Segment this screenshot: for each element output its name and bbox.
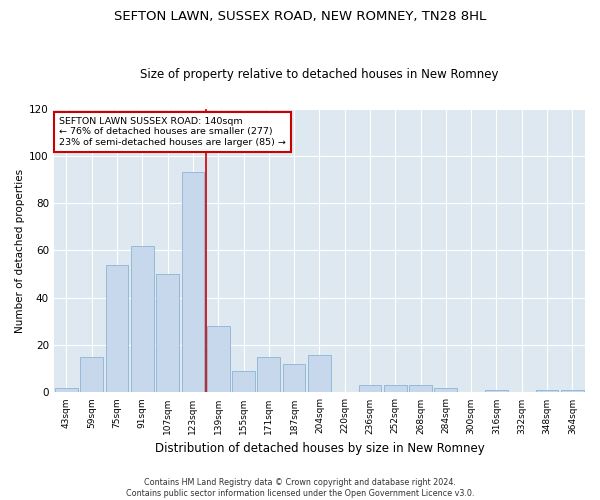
Bar — [257, 357, 280, 392]
Bar — [106, 264, 128, 392]
Bar — [536, 390, 559, 392]
Bar — [409, 386, 432, 392]
Bar — [359, 386, 382, 392]
Bar — [232, 371, 255, 392]
Bar — [308, 354, 331, 393]
Text: SEFTON LAWN SUSSEX ROAD: 140sqm
← 76% of detached houses are smaller (277)
23% o: SEFTON LAWN SUSSEX ROAD: 140sqm ← 76% of… — [59, 117, 286, 147]
Bar — [131, 246, 154, 392]
Y-axis label: Number of detached properties: Number of detached properties — [15, 168, 25, 332]
Bar — [80, 357, 103, 392]
Text: Contains HM Land Registry data © Crown copyright and database right 2024.
Contai: Contains HM Land Registry data © Crown c… — [126, 478, 474, 498]
Title: Size of property relative to detached houses in New Romney: Size of property relative to detached ho… — [140, 68, 499, 81]
Bar — [283, 364, 305, 392]
Bar — [434, 388, 457, 392]
Text: SEFTON LAWN, SUSSEX ROAD, NEW ROMNEY, TN28 8HL: SEFTON LAWN, SUSSEX ROAD, NEW ROMNEY, TN… — [114, 10, 486, 23]
X-axis label: Distribution of detached houses by size in New Romney: Distribution of detached houses by size … — [155, 442, 484, 455]
Bar — [561, 390, 584, 392]
Bar — [207, 326, 230, 392]
Bar — [182, 172, 204, 392]
Bar — [156, 274, 179, 392]
Bar — [485, 390, 508, 392]
Bar — [384, 386, 407, 392]
Bar — [55, 388, 78, 392]
